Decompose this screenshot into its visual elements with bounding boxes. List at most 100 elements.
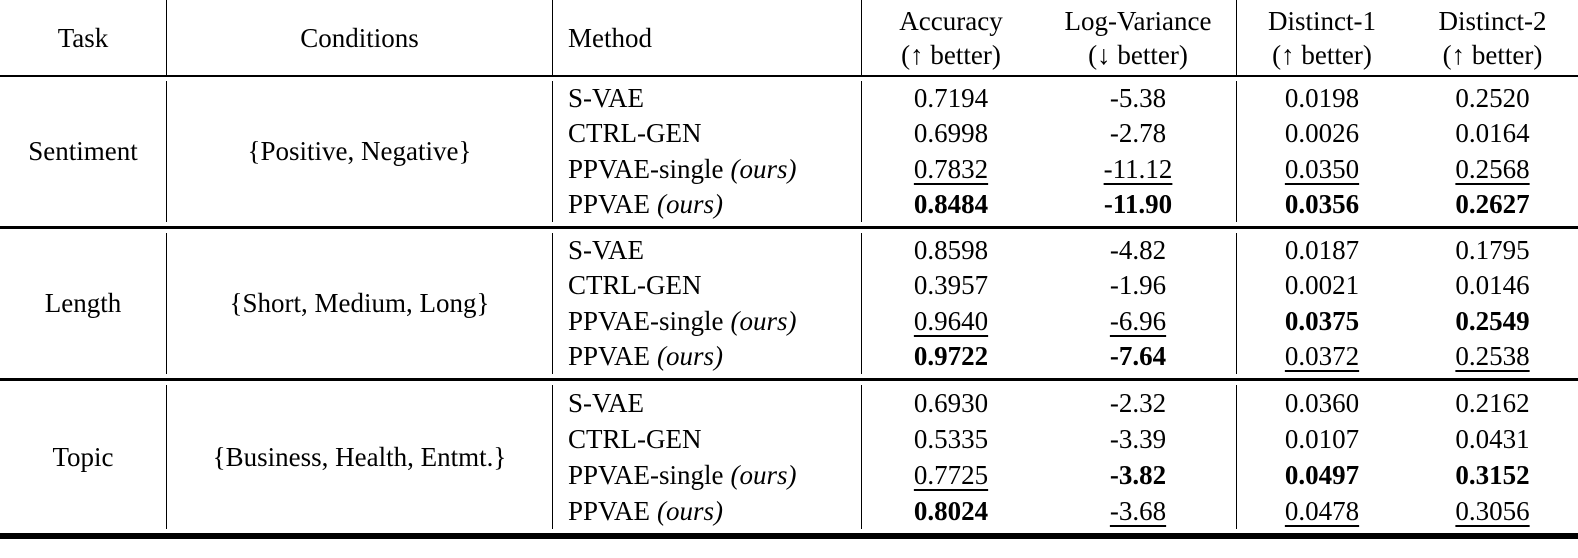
task-cell: Topic (0, 385, 167, 529)
method-cell: PPVAE (ours) (553, 338, 862, 374)
metric-direction: (↓ better) (1088, 39, 1188, 70)
col-header-conditions-label: Conditions (300, 22, 419, 53)
method-cell: S-VAE (553, 81, 862, 117)
metric-value: 0.7725 (913, 459, 989, 490)
metric-direction: (↑ better) (1442, 39, 1543, 70)
method-cell: PPVAE-single (ours) (553, 457, 862, 493)
method-label: PPVAE (568, 340, 651, 371)
col-header-task: Task (0, 0, 167, 75)
ours-label: (ours) (657, 188, 724, 219)
conditions-label: {Short, Medium, Long} (229, 288, 490, 318)
method-label: CTRL-GEN (568, 118, 702, 149)
method-label: PPVAE-single (568, 459, 724, 490)
metric-value: 0.8484 (913, 188, 989, 219)
metric-value: 0.8024 (913, 495, 989, 526)
ours-label: (ours) (730, 305, 797, 336)
metric-value: 0.0360 (1284, 387, 1360, 418)
task-label: Sentiment (28, 136, 138, 166)
method-label: S-VAE (568, 387, 645, 418)
metric-value: 0.0198 (1284, 83, 1360, 114)
col-header-log-variance: Log-Variance (↓ better) (1040, 0, 1237, 75)
conditions-cell: {Short, Medium, Long} (167, 233, 553, 374)
ours-label: (ours) (730, 153, 797, 184)
metric-value: -2.78 (1040, 116, 1237, 152)
metric-value: -5.38 (1040, 81, 1237, 117)
metric-value: 0.8598 (913, 235, 989, 266)
col-header-method-label: Method (568, 22, 652, 53)
metric-value: -11.12 (1040, 151, 1237, 187)
method-cell: S-VAE (553, 385, 862, 421)
metric-value: -1.96 (1040, 268, 1237, 304)
col-header-task-label: Task (57, 22, 109, 53)
metric-value: 0.5335 (913, 423, 989, 454)
metric-value: -4.82 (1040, 233, 1237, 269)
metric-value: 0.3957 (913, 270, 989, 301)
method-cell: CTRL-GEN (553, 116, 862, 152)
conditions-cell: {Positive, Negative} (167, 81, 553, 222)
metric-name: Distinct-1 (1268, 5, 1376, 36)
metric-value: 0.3056 (1455, 495, 1530, 526)
metric-value: 0.2549 (1455, 305, 1530, 336)
metric-value: 0.2520 (1455, 83, 1530, 114)
metric-value: 0.0356 (1284, 188, 1360, 219)
col-header-accuracy: Accuracy (↑ better) (862, 0, 1040, 75)
metric-direction: (↑ better) (901, 39, 1001, 70)
task-cell: Length (0, 233, 167, 374)
method-cell: CTRL-GEN (553, 268, 862, 304)
metric-value: 0.2627 (1455, 188, 1530, 219)
metric-value: 0.0372 (1284, 340, 1360, 371)
conditions-cell: {Business, Health, Entmt.} (167, 385, 553, 529)
col-header-conditions: Conditions (167, 0, 553, 75)
metric-value: -7.64 (1040, 338, 1237, 374)
metric-value: 0.2162 (1455, 387, 1530, 418)
task-label: Length (44, 288, 122, 318)
metric-value: 0.3152 (1455, 459, 1530, 490)
conditions-label: {Positive, Negative} (247, 136, 472, 166)
metric-value: -3.68 (1040, 493, 1237, 529)
method-label: PPVAE (568, 188, 651, 219)
metric-name: Log-Variance (1064, 5, 1212, 36)
metric-value: 0.0164 (1455, 118, 1530, 149)
metric-value: 0.0187 (1284, 235, 1360, 266)
method-cell: PPVAE-single (ours) (553, 303, 862, 339)
metric-value: 0.0431 (1455, 423, 1530, 454)
method-cell: PPVAE-single (ours) (553, 151, 862, 187)
method-label: CTRL-GEN (568, 423, 702, 454)
method-label: S-VAE (568, 83, 645, 114)
task-block-sentiment: Sentiment {Positive, Negative} S-VAE 0.7… (0, 77, 1578, 229)
task-label: Topic (52, 441, 114, 472)
metric-value: 0.0350 (1284, 153, 1360, 184)
method-cell: PPVAE (ours) (553, 186, 862, 222)
method-cell: S-VAE (553, 233, 862, 269)
metric-value: 0.0375 (1284, 305, 1360, 336)
metric-value: 0.9722 (913, 340, 989, 371)
method-cell: PPVAE (ours) (553, 493, 862, 529)
metric-value: 0.7832 (913, 153, 989, 184)
task-block-topic: Topic {Business, Health, Entmt.} S-VAE 0… (0, 381, 1578, 539)
metric-value: -3.39 (1040, 421, 1237, 457)
metric-value: 0.9640 (913, 305, 989, 336)
method-label: PPVAE-single (568, 153, 724, 184)
metric-name: Distinct-2 (1438, 5, 1547, 36)
col-header-distinct-1: Distinct-1 (↑ better) (1237, 0, 1407, 75)
metric-value: 0.0021 (1284, 270, 1360, 301)
metric-value: 0.6930 (913, 387, 989, 418)
ours-label: (ours) (730, 459, 797, 490)
conditions-label: {Business, Health, Entmt.} (212, 441, 507, 472)
metric-value: -6.96 (1040, 303, 1237, 339)
metric-value: 0.7194 (913, 83, 989, 114)
ours-label: (ours) (657, 495, 724, 526)
method-label: PPVAE-single (568, 305, 724, 336)
metric-value: 0.0107 (1284, 423, 1360, 454)
metric-value: 0.0146 (1455, 270, 1530, 301)
ours-label: (ours) (657, 340, 724, 371)
task-cell: Sentiment (0, 81, 167, 222)
task-block-length: Length {Short, Medium, Long} S-VAE 0.859… (0, 229, 1578, 381)
col-header-method: Method (553, 0, 862, 75)
method-label: PPVAE (568, 495, 651, 526)
metric-value: 0.0478 (1284, 495, 1360, 526)
metric-value: 0.1795 (1455, 235, 1530, 266)
col-header-distinct-2: Distinct-2 (↑ better) (1407, 0, 1578, 75)
metric-value: 0.6998 (913, 118, 989, 149)
metric-value: 0.0026 (1284, 118, 1360, 149)
